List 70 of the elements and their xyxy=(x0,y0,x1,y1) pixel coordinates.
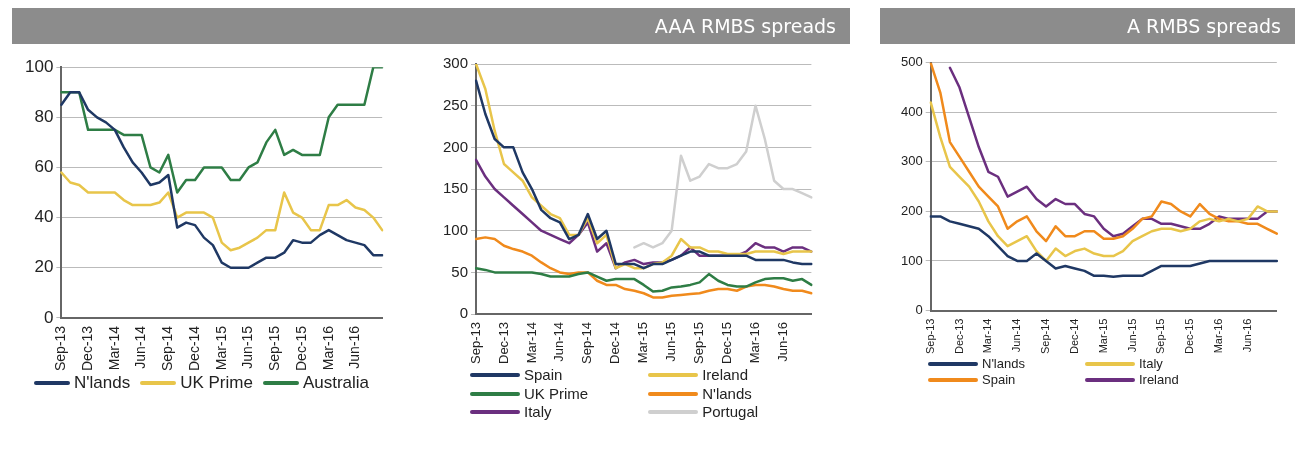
x-tick-label: Dec-13 xyxy=(952,318,965,354)
x-tick-label: Sep-14 xyxy=(1039,318,1052,355)
x-tick-label: Sep-15 xyxy=(266,325,283,372)
y-tick-label: 20 xyxy=(34,257,54,277)
y-tick-label: 250 xyxy=(443,95,469,113)
x-tick-label: Dec-14 xyxy=(185,325,202,371)
x-tick-label: Dec-15 xyxy=(719,322,735,364)
legend-label: Ireland xyxy=(1138,372,1179,388)
y-tick-label: 0 xyxy=(43,307,54,327)
x-tick-label: Mar-16 xyxy=(1212,318,1225,354)
x-tick-label: Dec-13 xyxy=(78,325,95,371)
x-tick-label: Sep-13 xyxy=(923,318,936,355)
x-tick-label: Jun-15 xyxy=(1125,318,1138,353)
legend-label: Spain xyxy=(524,366,563,384)
x-tick-label: Jun-15 xyxy=(239,325,256,369)
x-tick-label: Dec-14 xyxy=(607,322,623,364)
y-tick-label: 300 xyxy=(900,153,923,169)
x-tick-label: Mar-15 xyxy=(212,325,229,371)
legend-label: N'lands xyxy=(982,356,1025,372)
x-tick-label: Mar-16 xyxy=(747,322,763,364)
x-tick-label: Sep-15 xyxy=(691,322,707,364)
y-tick-label: 200 xyxy=(443,137,469,155)
x-tick-label: Dec-14 xyxy=(1067,318,1080,354)
legend-label: Australia xyxy=(302,373,370,393)
x-tick-label: Jun-16 xyxy=(1240,318,1253,353)
x-tick-label: Jun-16 xyxy=(775,322,791,362)
y-tick-label: 100 xyxy=(443,220,469,238)
x-tick-label: Sep-13 xyxy=(52,325,69,372)
y-tick-label: 300 xyxy=(443,54,469,72)
legend-label: Ireland xyxy=(702,366,749,384)
y-tick-label: 400 xyxy=(900,103,923,119)
legend-label: Spain xyxy=(982,372,1016,388)
chart-title: AAA RMBS spreads xyxy=(12,8,850,44)
x-tick-label: Dec-13 xyxy=(495,322,511,364)
y-tick-label: 50 xyxy=(451,262,469,280)
y-tick-label: 100 xyxy=(24,56,54,76)
legend-label: Italy xyxy=(524,403,552,421)
legend-label: Italy xyxy=(1138,356,1163,372)
x-tick-label: Dec-15 xyxy=(292,325,309,371)
legend-label: N'lands xyxy=(74,373,131,393)
legend-label: N'lands xyxy=(702,384,752,402)
legend-label: Portugal xyxy=(702,403,759,421)
x-tick-label: Mar-15 xyxy=(635,322,651,364)
x-tick-label: Jun-14 xyxy=(1010,318,1023,353)
y-tick-label: 80 xyxy=(34,107,54,127)
y-tick-label: 0 xyxy=(915,302,923,318)
chart-title: A RMBS spreads xyxy=(880,8,1295,44)
x-tick-label: Jun-15 xyxy=(663,322,679,362)
x-tick-label: Sep-14 xyxy=(579,322,595,364)
legend-label: UK Prime xyxy=(524,384,589,402)
y-tick-label: 500 xyxy=(900,54,923,70)
x-tick-label: Sep-15 xyxy=(1154,318,1167,355)
x-tick-label: Mar-15 xyxy=(1096,318,1109,354)
legend-label: UK Prime xyxy=(180,373,253,393)
x-tick-label: Jun-16 xyxy=(346,325,363,369)
x-tick-label: Jun-14 xyxy=(132,325,149,369)
x-tick-label: Jun-14 xyxy=(551,322,567,362)
y-tick-label: 0 xyxy=(459,304,469,322)
y-tick-label: 150 xyxy=(443,179,469,197)
y-tick-label: 200 xyxy=(900,203,923,219)
y-tick-label: 100 xyxy=(900,252,923,268)
y-tick-label: 40 xyxy=(34,207,54,227)
x-tick-label: Mar-14 xyxy=(981,318,994,354)
x-tick-label: Sep-13 xyxy=(467,322,483,364)
x-tick-label: Mar-14 xyxy=(523,322,539,364)
x-tick-label: Sep-14 xyxy=(159,325,176,372)
x-tick-label: Mar-16 xyxy=(319,325,336,371)
y-tick-label: 60 xyxy=(34,157,54,177)
x-tick-label: Mar-14 xyxy=(105,325,122,371)
x-tick-label: Dec-15 xyxy=(1183,318,1196,354)
